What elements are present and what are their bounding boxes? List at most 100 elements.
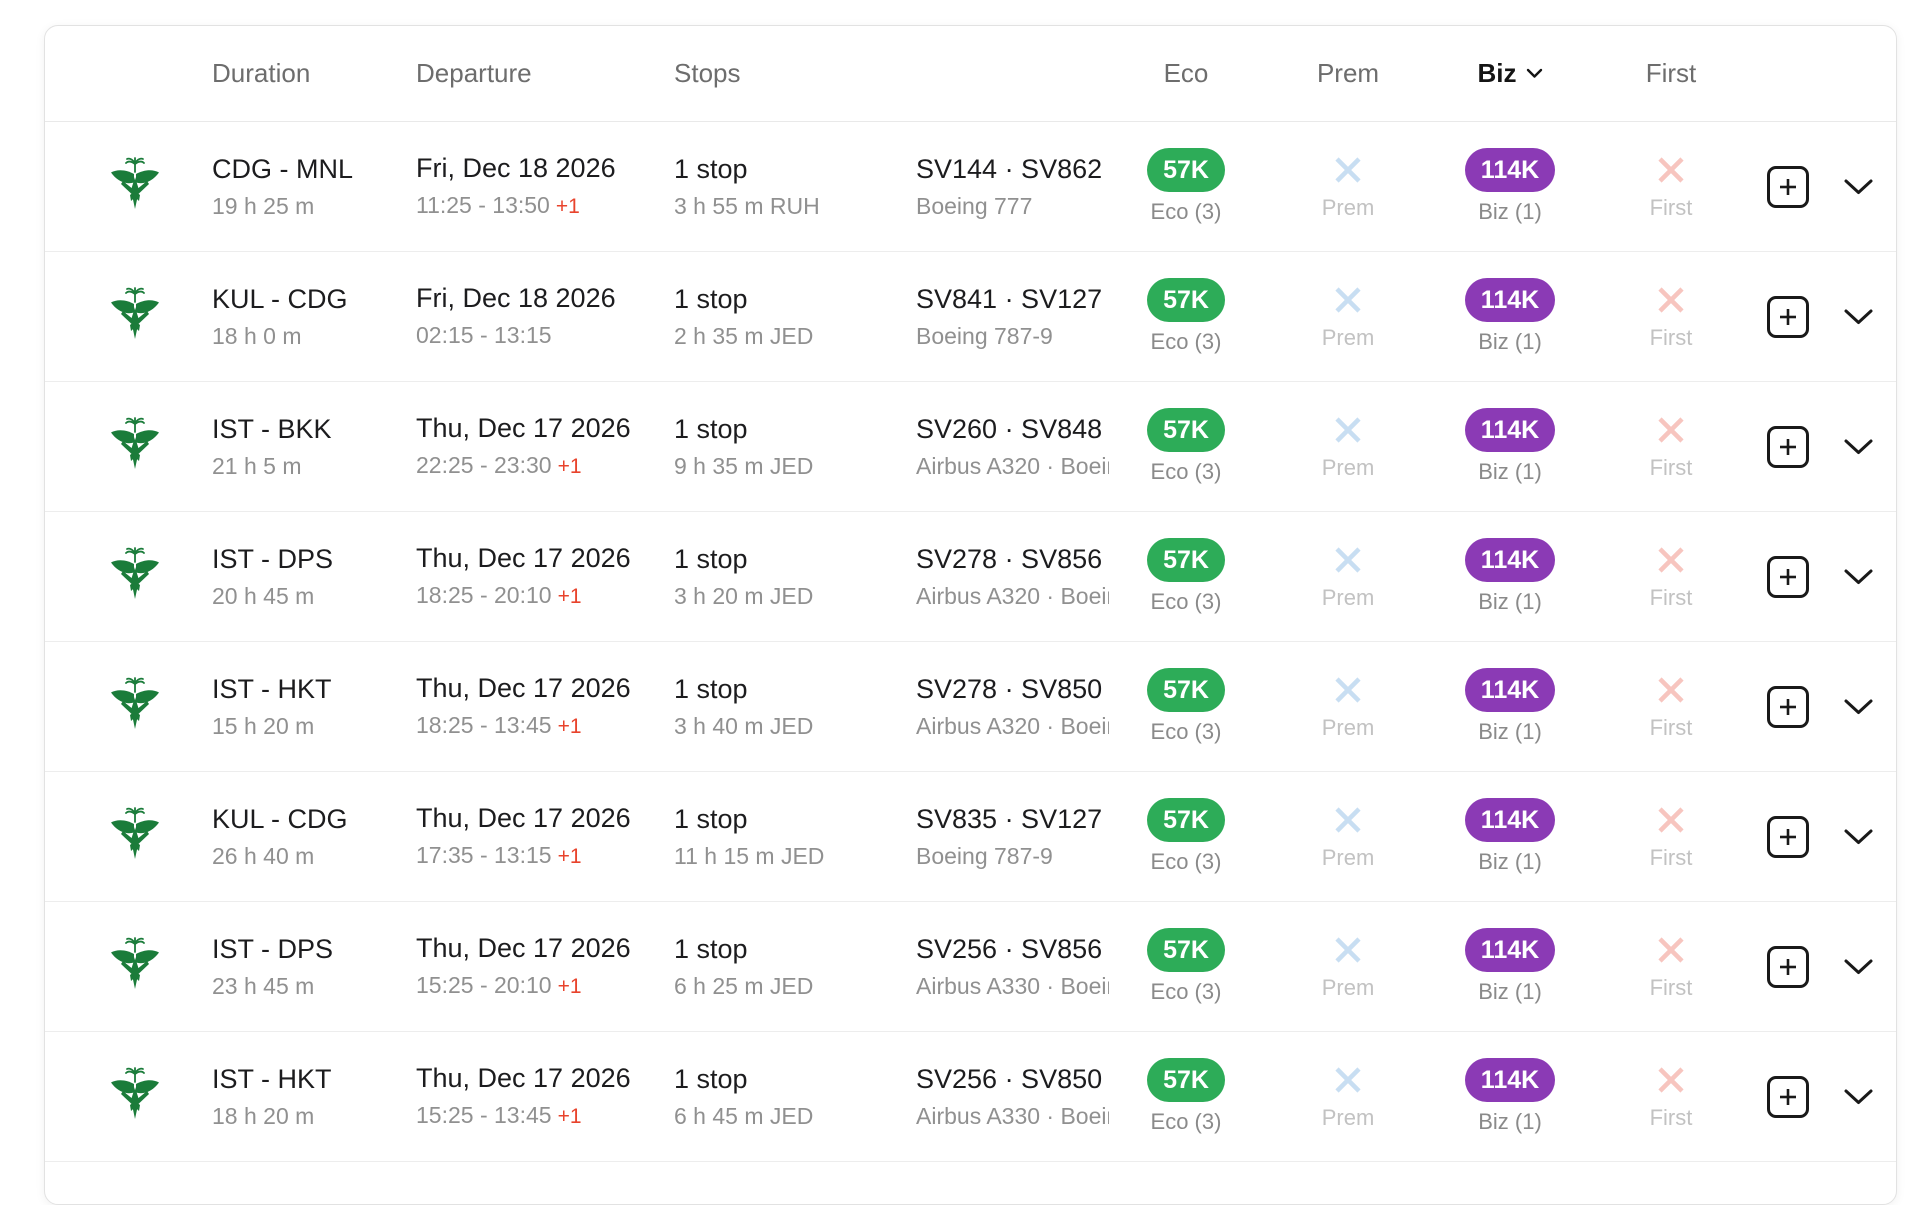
expand-row-button[interactable] [1837,562,1880,592]
flight-result-row[interactable]: IST - DPS 20 h 45 m Thu, Dec 17 2026 18:… [45,512,1896,642]
biz-miles-badge[interactable]: 114K [1464,668,1556,712]
add-flight-button[interactable] [1766,425,1809,468]
column-header-departure[interactable]: Departure [416,58,532,88]
prem-availability-cell: Prem [1263,802,1433,871]
biz-miles-badge[interactable]: 114K [1464,538,1556,582]
expand-row-button[interactable] [1837,1082,1880,1112]
biz-miles-badge[interactable]: 114K [1464,148,1556,192]
total-duration: 23 h 45 m [212,972,315,999]
flight-numbers: SV256 · SV856 [916,933,1103,964]
column-header-biz-label: Biz [1477,58,1517,88]
column-header-duration[interactable]: Duration [212,58,311,88]
aircraft-types: Airbus A320 · Boeing [916,582,1109,609]
flight-result-row[interactable]: IST - HKT 15 h 20 m Thu, Dec 17 2026 18:… [45,642,1896,772]
next-day-indicator: +1 [555,195,580,219]
column-header-first[interactable]: First [1645,58,1697,88]
add-flight-button[interactable] [1766,165,1809,208]
flight-result-row[interactable]: IST - HKT 18 h 20 m Thu, Dec 17 2026 15:… [45,1032,1896,1162]
biz-miles-badge[interactable]: 114K [1464,928,1556,972]
flight-result-row[interactable]: IST - BKK 21 h 5 m Thu, Dec 17 2026 22:2… [45,382,1896,512]
chevron-down-icon [1844,829,1872,844]
add-action-cell [1755,685,1820,728]
first-availability-cell: First [1587,412,1755,481]
add-action-cell [1755,295,1820,338]
biz-availability-cell: 114K Biz (1) [1433,278,1587,355]
eco-miles-badge[interactable]: 57K [1147,1058,1225,1102]
departure-date: Thu, Dec 17 2026 [416,1063,631,1094]
column-header-stops[interactable]: Stops [674,58,741,88]
biz-seats-label: Biz (1) [1478,719,1542,744]
column-header-eco[interactable]: Eco [1163,58,1209,88]
biz-availability-cell: 114K Biz (1) [1433,798,1587,875]
layover-info: 11 h 15 m JED [674,842,825,869]
add-flight-button[interactable] [1766,295,1809,338]
stops-cell: 1 stop 2 h 35 m JED [674,284,916,349]
add-action-cell [1755,555,1820,598]
eco-miles-badge[interactable]: 57K [1147,148,1225,192]
eco-seats-label: Eco (3) [1150,849,1222,874]
stops-cell: 1 stop 6 h 45 m JED [674,1064,916,1129]
prem-label: Prem [1321,845,1375,870]
departure-date: Thu, Dec 17 2026 [416,543,631,574]
stops-count: 1 stop [674,543,748,574]
biz-miles-badge[interactable]: 114K [1464,1058,1556,1102]
add-flight-button[interactable] [1766,945,1809,988]
flight-result-row[interactable]: IST - DPS 23 h 45 m Thu, Dec 17 2026 15:… [45,902,1896,1032]
add-action-cell [1755,1075,1820,1118]
total-duration: 15 h 20 m [212,712,315,739]
stops-count: 1 stop [674,933,748,964]
airline-logo-cell [45,287,212,346]
expand-action-cell [1820,432,1896,462]
biz-miles-badge[interactable]: 114K [1464,278,1556,322]
route-duration-cell: IST - HKT 15 h 20 m [212,674,416,739]
stops-cell: 1 stop 9 h 35 m JED [674,414,916,479]
stops-count: 1 stop [674,413,748,444]
add-flight-button[interactable] [1766,815,1809,858]
eco-seats-label: Eco (3) [1150,459,1222,484]
route-duration-cell: KUL - CDG 26 h 40 m [212,804,416,869]
stops-cell: 1 stop 6 h 25 m JED [674,934,916,999]
add-flight-button[interactable] [1766,685,1809,728]
prem-availability-cell: Prem [1263,412,1433,481]
departure-times: 15:25 - 20:10 +1 [416,972,582,999]
first-unavailable-x-icon [1658,807,1684,833]
departure-date: Thu, Dec 17 2026 [416,933,631,964]
eco-miles-badge[interactable]: 57K [1147,798,1225,842]
plus-icon [1779,1088,1796,1105]
total-duration: 18 h 20 m [212,1102,315,1129]
prem-label: Prem [1321,585,1375,610]
add-flight-button[interactable] [1766,555,1809,598]
expand-row-button[interactable] [1837,822,1880,852]
prem-label: Prem [1321,1105,1375,1130]
add-flight-button[interactable] [1766,1075,1809,1118]
biz-availability-cell: 114K Biz (1) [1433,1058,1587,1135]
next-day-indicator: +1 [557,585,582,609]
expand-row-button[interactable] [1837,952,1880,982]
biz-seats-label: Biz (1) [1478,849,1542,874]
eco-availability-cell: 57K Eco (3) [1109,538,1263,615]
flights-cell: SV841 · SV127 Boeing 787-9 [916,284,1109,349]
route: IST - DPS [212,543,334,574]
expand-row-button[interactable] [1837,302,1880,332]
flight-result-row[interactable]: KUL - CDG 18 h 0 m Fri, Dec 18 2026 02:1… [45,252,1896,382]
eco-miles-badge[interactable]: 57K [1147,928,1225,972]
biz-miles-badge[interactable]: 114K [1464,408,1556,452]
column-header-biz[interactable]: Biz [1433,58,1587,89]
expand-row-button[interactable] [1837,172,1880,202]
biz-miles-badge[interactable]: 114K [1464,798,1556,842]
departure-times: 18:25 - 13:45 +1 [416,712,582,739]
expand-row-button[interactable] [1837,432,1880,462]
chevron-down-icon [1844,699,1872,714]
biz-availability-cell: 114K Biz (1) [1433,928,1587,1005]
departure-cell: Thu, Dec 17 2026 17:35 - 13:15 +1 [416,803,674,869]
column-header-prem[interactable]: Prem [1316,58,1380,88]
eco-miles-badge[interactable]: 57K [1147,668,1225,712]
eco-miles-badge[interactable]: 57K [1147,538,1225,582]
expand-row-button[interactable] [1837,692,1880,722]
eco-miles-badge[interactable]: 57K [1147,278,1225,322]
flight-results-card: Duration Departure Stops Eco Prem Biz Fi… [44,25,1897,1205]
flight-result-row[interactable]: CDG - MNL 19 h 25 m Fri, Dec 18 2026 11:… [45,122,1896,252]
eco-miles-badge[interactable]: 57K [1147,408,1225,452]
route: CDG - MNL [212,153,353,184]
flight-result-row[interactable]: KUL - CDG 26 h 40 m Thu, Dec 17 2026 17:… [45,772,1896,902]
